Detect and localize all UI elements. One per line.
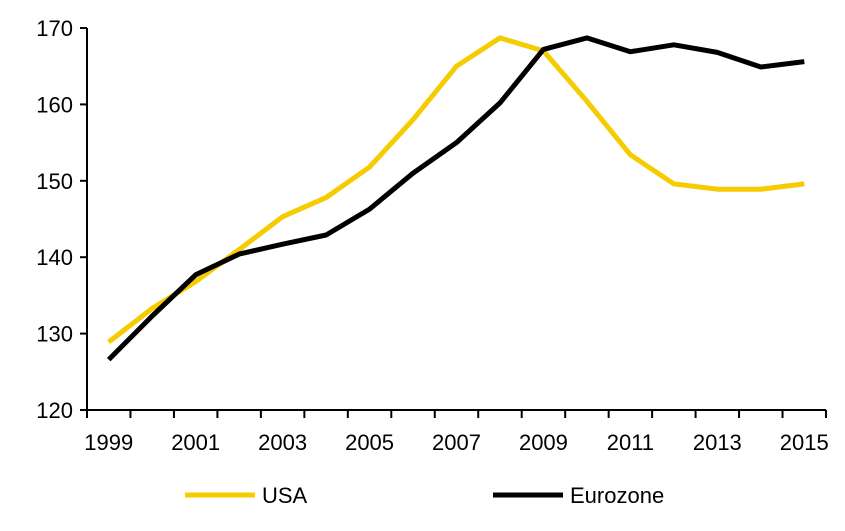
x-tick-label: 1999	[84, 430, 133, 455]
legend-label-usa: USA	[262, 483, 308, 508]
x-tick-label: 2001	[171, 430, 220, 455]
series-line-eurozone	[106, 35, 805, 362]
x-tick-label: 2011	[607, 430, 654, 455]
legend-label-eurozone: Eurozone	[570, 483, 664, 508]
x-tick-label: 2015	[780, 430, 829, 455]
y-tick-label: 120	[36, 398, 73, 423]
y-tick-label: 160	[36, 92, 73, 117]
y-tick-label: 150	[36, 169, 73, 194]
series-lines	[106, 35, 805, 362]
y-tick-label: 140	[36, 245, 73, 270]
axes: 120 130 140 150 160 170 1999 2001 2003 2005 2007 20…	[36, 16, 828, 455]
x-tick-label: 2009	[519, 430, 568, 455]
y-tick-label: 130	[36, 322, 73, 347]
legend: USA Eurozone	[185, 483, 664, 508]
x-tick-label: 2013	[693, 430, 742, 455]
x-tick-label: 2003	[258, 430, 307, 455]
x-tick-label: 2007	[432, 430, 481, 455]
x-tick-label: 2005	[345, 430, 394, 455]
y-tick-label: 170	[36, 16, 73, 41]
series-line-usa	[107, 35, 805, 344]
